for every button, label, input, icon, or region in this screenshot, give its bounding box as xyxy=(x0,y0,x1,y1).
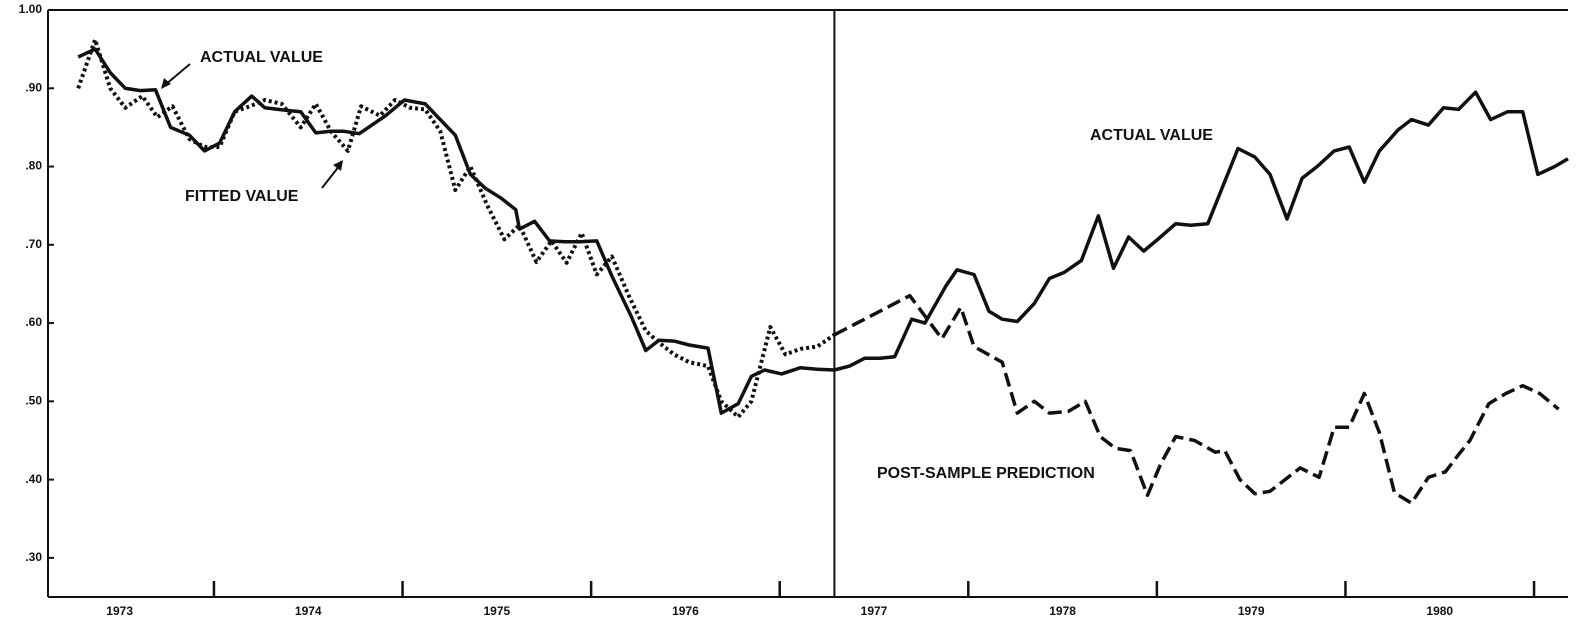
y-tick-label: .60 xyxy=(25,315,42,329)
arrow xyxy=(164,63,191,86)
x-tick-label: 1978 xyxy=(1049,604,1076,618)
y-tick-label: .50 xyxy=(25,394,42,408)
y-tick-label: .70 xyxy=(25,237,42,251)
arrow xyxy=(321,164,341,189)
y-tick-label: .90 xyxy=(25,80,42,94)
x-tick-label: 1976 xyxy=(672,604,699,618)
arrow-head xyxy=(161,78,171,89)
y-tick-label: 1.00 xyxy=(19,2,43,16)
x-tick-label: 1973 xyxy=(106,604,133,618)
x-tick-label: 1980 xyxy=(1426,604,1453,618)
annotation: ACTUAL VALUE xyxy=(1090,127,1213,144)
y-tick-label: .40 xyxy=(25,472,42,486)
y-tick-label: .80 xyxy=(25,159,42,173)
series-line xyxy=(833,293,1560,505)
annotation: ACTUAL VALUE xyxy=(200,49,323,66)
series-line xyxy=(77,47,1569,415)
annotation: POST-SAMPLE PREDICTION xyxy=(877,465,1095,482)
y-tick-label: .30 xyxy=(25,550,42,564)
x-tick-label: 1975 xyxy=(483,604,510,618)
x-tick-label: 1977 xyxy=(861,604,888,618)
x-tick-label: 1974 xyxy=(295,604,322,618)
series-line xyxy=(76,37,836,419)
arrow-head xyxy=(333,160,343,171)
x-tick-label: 1979 xyxy=(1238,604,1265,618)
annotation: FITTED VALUE xyxy=(185,188,299,205)
